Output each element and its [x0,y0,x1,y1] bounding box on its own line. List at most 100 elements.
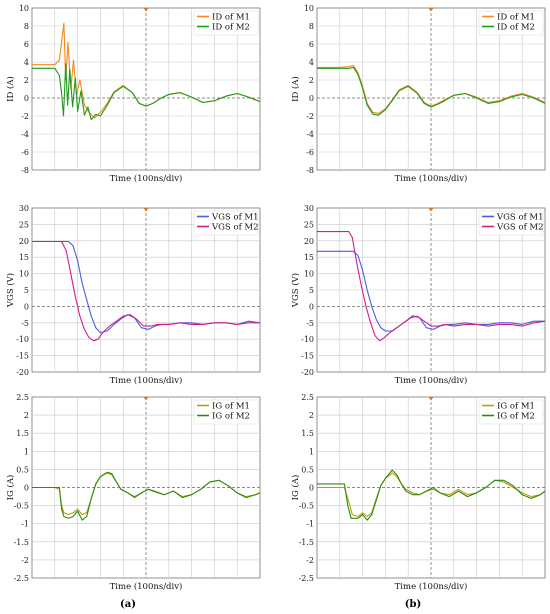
y-tick-label: 4 [309,58,314,67]
y-tick-label: 2 [309,76,314,85]
y-tick-label: -10 [16,335,29,344]
y-tick-label: 10 [19,270,29,279]
grid [317,8,545,170]
x-axis-label: Time (100ns/div) [110,375,183,386]
y-tick-label: 8 [309,22,314,31]
y-tick-label: -1 [306,520,314,529]
y-tick-label: 0 [309,302,314,311]
legend-entry: IG of M1 [212,402,250,412]
y-tick-label: -0.5 [14,502,29,511]
x-axis-label: Time (100ns/div) [395,375,468,386]
y-axis-label: VGS (V) [5,273,16,308]
legend-entry: IG of M1 [497,402,535,412]
y-tick-label: 2 [24,76,29,85]
legend-box [193,10,259,36]
x-axis-label: Time (100ns/div) [110,581,183,592]
y-tick-label: -1 [21,520,29,529]
legend-entry: VGS of M2 [496,223,544,233]
series-line-2 [32,63,261,121]
chart-panel-middle-left: 30 25 20 15 10 5 0 -5 -10 -15 -20 VGS (V) Time (100n… [5,204,261,386]
trigger-marker [428,397,434,401]
caption-b: (b) [405,599,421,610]
legend-entry: ID of M2 [497,23,535,33]
y-tick-label: -4 [306,130,314,139]
y-tick-label: 4 [24,58,29,67]
y-tick-label: -8 [306,166,314,175]
y-tick-label: -15 [301,352,314,361]
y-tick-label: 6 [24,40,29,49]
y-tick-label: 25 [304,220,314,229]
y-tick-label: 15 [19,253,29,262]
y-tick-label: 2 [24,411,29,420]
y-tick-label: 0 [24,484,29,493]
chart-panel-top-right: 10 8 6 4 2 0 -2 -4 -6 -8 ID (A) Time (100ns/div) ID … [290,4,546,184]
series-line-2 [32,240,260,342]
legend-entry: VGS of M1 [211,213,259,223]
y-tick-label: 30 [304,204,314,213]
chart-panel-bottom-right: 2.5 2 1.5 1 0.5 0 -0.5 -1 -1.5 -2 -2.5 IG (A) Time (… [290,393,546,592]
y-tick-label: 30 [19,204,29,213]
trigger-marker [428,208,434,212]
series-line-2 [32,471,261,521]
y-tick-label: -15 [16,352,29,361]
y-tick-label: 0.5 [16,465,29,474]
series-line-2 [317,469,546,521]
legend-entry: IG of M2 [497,412,535,422]
y-tick-label: -4 [21,130,29,139]
caption-a: (a) [120,599,136,610]
x-axis-label: Time (100ns/div) [395,173,468,184]
y-tick-label: 5 [24,286,29,295]
y-tick-label: -2.5 [14,574,29,583]
trigger-marker [143,397,149,401]
y-tick-label: 8 [24,22,29,31]
y-axis-label: ID (A) [5,76,16,102]
y-tick-label: -2.5 [299,574,314,583]
legend-box [478,210,544,236]
y-axis-label: IG (A) [290,475,301,501]
y-tick-label: 1 [24,447,29,456]
legend-box [478,399,544,425]
y-tick-label: -20 [16,368,29,377]
y-tick-label: 15 [304,253,314,262]
y-tick-label: 0 [309,484,314,493]
grid [32,208,260,372]
chart-panel-middle-right: 30 25 20 15 10 5 0 -5 -10 -15 -20 VGS (V) Time (100n… [290,204,546,386]
y-tick-label: 2.5 [16,393,29,402]
y-tick-label: -0.5 [299,502,314,511]
y-tick-label: 1.5 [16,429,29,438]
series-line-2 [317,231,546,342]
y-tick-label: 10 [304,4,314,13]
y-tick-label: -1.5 [299,538,314,547]
y-axis-label: ID (A) [290,76,301,102]
y-tick-label: 6 [309,40,314,49]
y-tick-label: 10 [304,270,314,279]
series-line-2 [317,66,546,116]
y-axis-label: IG (A) [5,475,16,501]
y-tick-label: -5 [306,319,314,328]
y-tick-label: 10 [19,4,29,13]
series-line-1 [317,472,546,518]
legend-entry: VGS of M2 [211,223,259,233]
trigger-marker [143,208,149,212]
y-tick-label: 0 [309,94,314,103]
legend-entry: IG of M2 [212,412,250,422]
y-axis-label: VGS (V) [290,273,301,308]
x-axis-label: Time (100ns/div) [110,173,183,184]
y-tick-label: -2 [21,556,29,565]
y-tick-label: 1 [309,447,314,456]
y-tick-label: 2.5 [301,393,314,402]
chart-panel-bottom-left: 2.5 2 1.5 1 0.5 0 -0.5 -1 -1.5 -2 -2.5 IG (A) Time (… [5,393,261,592]
y-tick-label: 25 [19,220,29,229]
y-tick-label: 2 [309,411,314,420]
legend-entry: ID of M1 [497,13,535,23]
legend-box [193,399,259,425]
grid [32,397,260,578]
legend-entry: ID of M2 [212,23,250,33]
legend-entry: VGS of M1 [496,213,544,223]
